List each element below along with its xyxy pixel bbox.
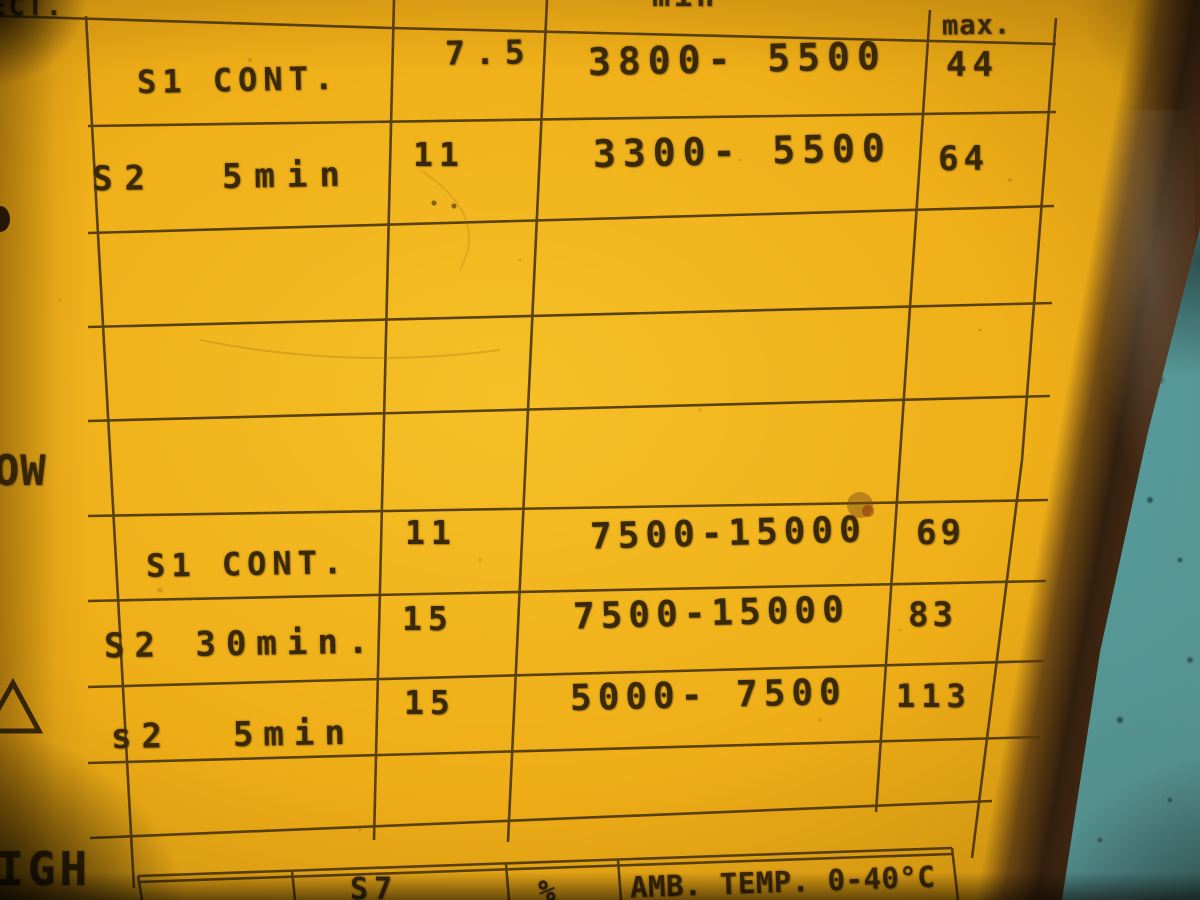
row-8-speed-range: 5000- 7500	[569, 671, 848, 720]
row-1-max: 44	[946, 45, 999, 85]
row-8-power: 15	[404, 683, 456, 722]
row-1-power: 7.5	[444, 32, 535, 73]
row-1-condition: S1 CONT.	[136, 58, 340, 102]
row-7-condition: S2 30min.	[103, 621, 379, 667]
top-left-label-fragment: ECT.	[0, 0, 65, 22]
row-2-condition: S2 5min	[91, 154, 353, 200]
row-7-max: 83	[908, 595, 957, 635]
row-6-power: 11	[405, 513, 457, 552]
row-8-max: 113	[896, 677, 972, 715]
row-2-power: 11	[413, 135, 465, 174]
footer-percent: %	[538, 874, 556, 900]
row-1-speed-range: 3800- 5500	[587, 33, 888, 85]
row-7-speed-range: 7500-15000	[572, 589, 851, 638]
footer-duty-code: S7	[350, 872, 399, 900]
row-2-speed-range: 3300- 5500	[592, 125, 893, 177]
row-7-power: 15	[402, 599, 454, 638]
footer-ambient-temp: AMB. TEMP. 0-40°C	[629, 859, 936, 900]
partial-glyph-mark	[0, 206, 10, 232]
row-6-max: 69	[916, 513, 965, 553]
row-6-speed-range: 7500-15000	[589, 509, 868, 558]
stray-dot	[431, 200, 437, 206]
warning-triangle-icon	[0, 677, 44, 734]
speed-unit-header: min⁻¹	[652, 0, 762, 12]
high-range-label-fragment: IGH	[0, 842, 92, 896]
row-8-condition: s2 5min	[110, 712, 356, 758]
row-2-max: 64	[938, 139, 989, 179]
stray-dot	[451, 203, 457, 209]
max-column-header: max.	[941, 9, 1012, 42]
scratch	[199, 339, 501, 359]
low-range-label-fragment: OW	[0, 446, 47, 495]
scratch	[419, 169, 470, 271]
row-6-condition: S1 CONT.	[145, 543, 349, 585]
